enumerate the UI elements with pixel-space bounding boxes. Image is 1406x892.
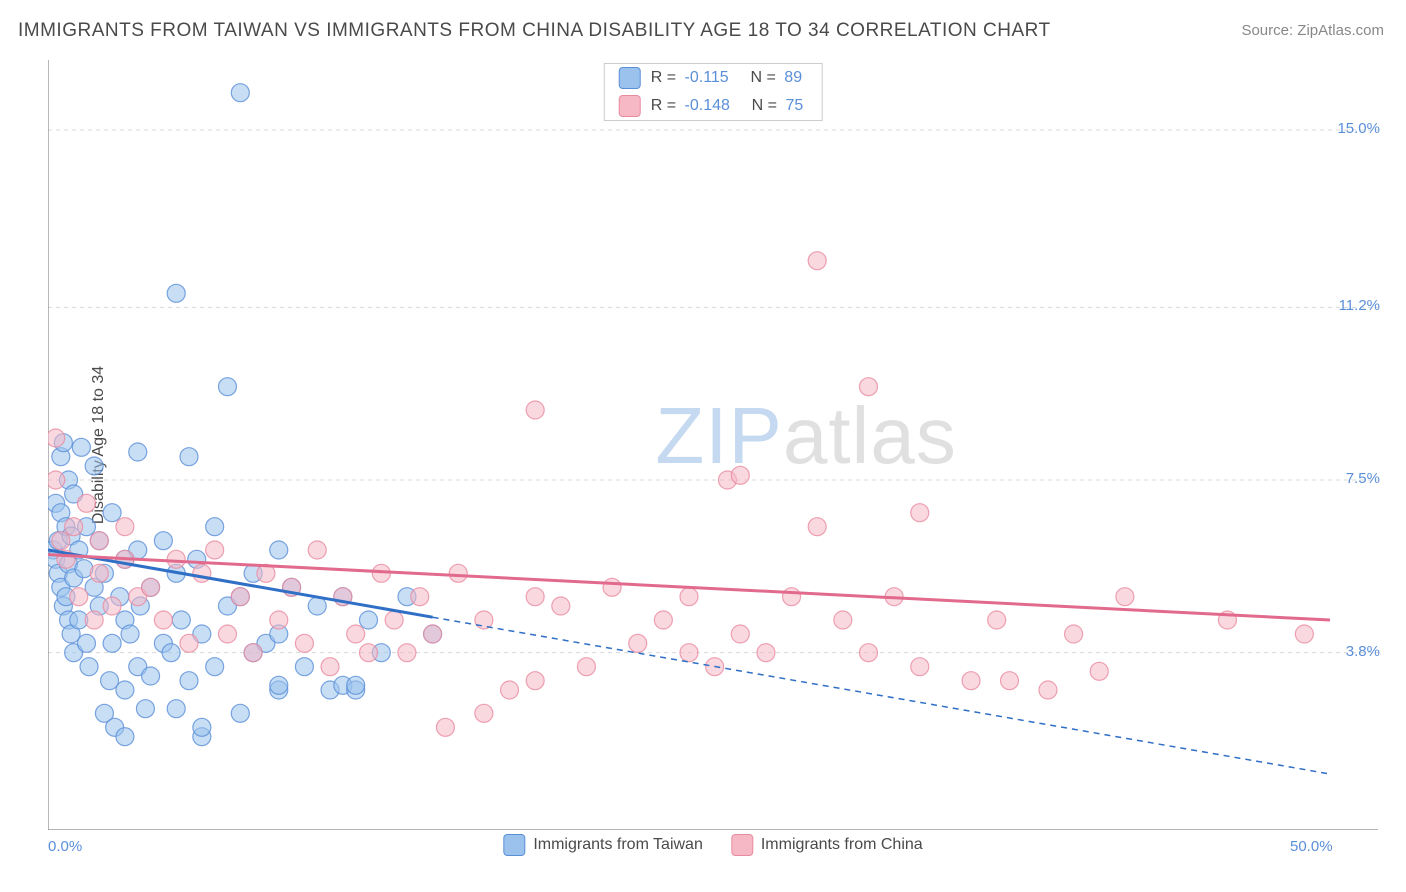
scatter-plot xyxy=(48,60,1378,830)
stats-text-china: R = -0.148 N = 75 xyxy=(651,97,808,115)
y-tick-label: 7.5% xyxy=(1346,470,1380,487)
x-tick-label: 0.0% xyxy=(48,838,82,855)
r-label: R = xyxy=(651,97,676,114)
x-tick-label: 50.0% xyxy=(1290,838,1333,855)
n-label: N = xyxy=(752,97,777,114)
series-legend: Immigrants from Taiwan Immigrants from C… xyxy=(503,834,922,856)
y-tick-label: 11.2% xyxy=(1339,297,1380,314)
legend-item-china: Immigrants from China xyxy=(731,834,923,856)
n-value-taiwan: 89 xyxy=(784,69,802,86)
stats-row-china: R = -0.148 N = 75 xyxy=(605,92,822,120)
stats-legend: R = -0.115 N = 89 R = -0.148 N = 75 xyxy=(604,63,823,121)
chart-area: Disability Age 18 to 34 ZIPatlas R = -0.… xyxy=(48,60,1378,830)
stats-row-taiwan: R = -0.115 N = 89 xyxy=(605,64,822,92)
page-title: IMMIGRANTS FROM TAIWAN VS IMMIGRANTS FRO… xyxy=(18,20,1051,42)
legend-item-taiwan: Immigrants from Taiwan xyxy=(503,834,703,856)
legend-swatch-china xyxy=(731,834,753,856)
n-value-china: 75 xyxy=(785,97,803,114)
legend-label-china: Immigrants from China xyxy=(761,836,923,854)
r-value-taiwan: -0.115 xyxy=(685,69,729,86)
n-label: N = xyxy=(750,69,775,86)
r-label: R = xyxy=(651,69,676,86)
y-tick-label: 15.0% xyxy=(1337,120,1380,137)
swatch-china xyxy=(619,95,641,117)
stats-text-taiwan: R = -0.115 N = 89 xyxy=(651,69,806,87)
legend-label-taiwan: Immigrants from Taiwan xyxy=(533,836,703,854)
r-value-china: -0.148 xyxy=(685,97,730,114)
swatch-taiwan xyxy=(619,67,641,89)
source-label: Source: ZipAtlas.com xyxy=(1241,22,1384,39)
y-tick-label: 3.8% xyxy=(1346,643,1380,660)
legend-swatch-taiwan xyxy=(503,834,525,856)
